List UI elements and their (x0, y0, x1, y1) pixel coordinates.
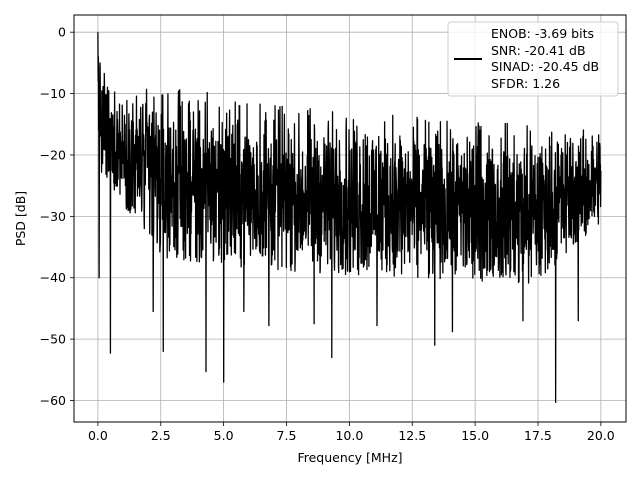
y-tick-label: −20 (40, 147, 66, 162)
x-tick-label: 15.0 (461, 428, 489, 443)
y-tick-label: −10 (40, 86, 66, 101)
legend-box (447, 21, 619, 97)
y-axis-label: PSD [dB] (13, 191, 28, 246)
legend-sinad: SINAD: -20.45 dB (491, 59, 599, 74)
x-tick-label: 5.0 (214, 428, 234, 443)
y-tick-label: −50 (40, 332, 66, 347)
legend: ENOB: -3.69 bits SNR: -20.41 dB SINAD: -… (447, 21, 619, 97)
x-tick-label: 10.0 (335, 428, 363, 443)
legend-snr: SNR: -20.41 dB (491, 43, 586, 58)
x-tick-label: 0.0 (88, 428, 108, 443)
y-tick-label: −30 (40, 209, 66, 224)
legend-enob: ENOB: -3.69 bits (491, 26, 594, 41)
legend-sfdr: SFDR: 1.26 (491, 76, 560, 91)
plot-frame (73, 14, 627, 423)
series-layer (97, 32, 602, 404)
x-axis-label: Frequency [MHz] (297, 450, 402, 465)
y-tick-label: −60 (40, 393, 66, 408)
x-tick-label: 2.5 (151, 428, 171, 443)
ticks: 0.0 2.5 5.0 7.5 10.0 12.5 15.0 17.5 20.0 0 −10 −20 −… (40, 25, 615, 443)
x-tick-label: 17.5 (524, 428, 552, 443)
x-tick-label: 20.0 (587, 428, 615, 443)
y-tick-label: −40 (40, 270, 66, 285)
x-tick-label: 7.5 (277, 428, 297, 443)
x-tick-label: 12.5 (398, 428, 426, 443)
psd-series-line (97, 32, 602, 404)
y-tick-label: 0 (58, 25, 66, 40)
